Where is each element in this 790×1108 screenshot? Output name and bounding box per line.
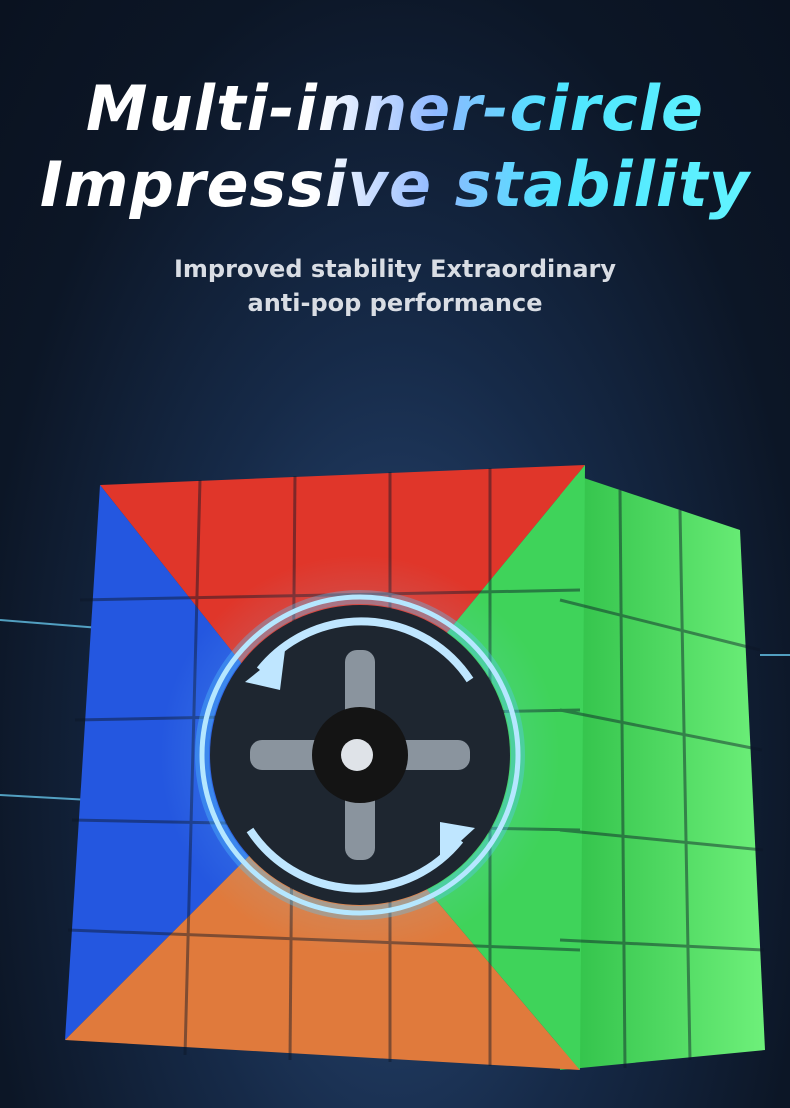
rotation-arrow-icon [246,827,464,893]
stability-ring-glow [195,590,525,920]
core-screw [341,739,373,771]
headline-line-1: Multi-inner-circle [0,74,790,144]
rotation-arrow-icon [256,617,474,683]
light-streak [0,794,91,801]
cube-right-face [560,470,765,1070]
light-streak [0,619,101,629]
rotation-arrow-head [245,650,285,690]
rotation-arrow-head [440,822,475,860]
headline-line-2: Impressive stability [0,150,790,220]
subheadline-line-1: Improved stability Extraordinary [173,255,617,283]
stability-ring [199,594,521,916]
subheadline-line-2: anti-pop performance [247,289,543,317]
